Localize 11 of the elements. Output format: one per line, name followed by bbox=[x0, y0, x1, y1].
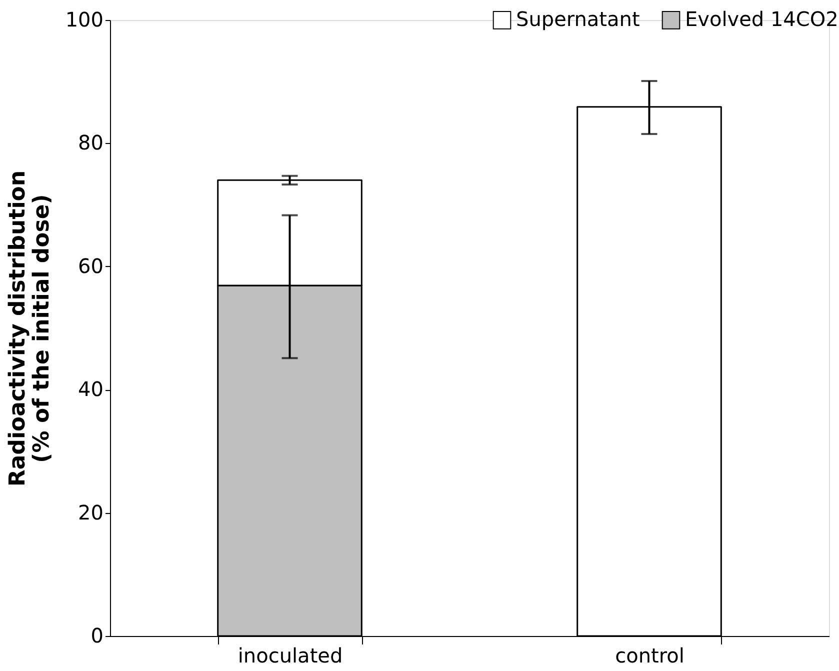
y-tick-label: 100 bbox=[65, 8, 104, 32]
legend-label: Evolved 14CO2 bbox=[685, 7, 838, 32]
y-tick-label: 60 bbox=[78, 254, 104, 278]
y-tick-label: 0 bbox=[90, 624, 104, 648]
legend-label: Supernatant bbox=[516, 7, 640, 32]
y-tick-label: 80 bbox=[78, 130, 104, 155]
x-tick-label: control bbox=[615, 644, 684, 668]
y-tick-label: 40 bbox=[78, 377, 104, 402]
y-tick-label: 20 bbox=[78, 500, 104, 524]
x-tick-label: inoculated bbox=[238, 644, 343, 668]
y-axis-title: Radioactivity distribution (% of the initial dose) bbox=[5, 170, 54, 487]
